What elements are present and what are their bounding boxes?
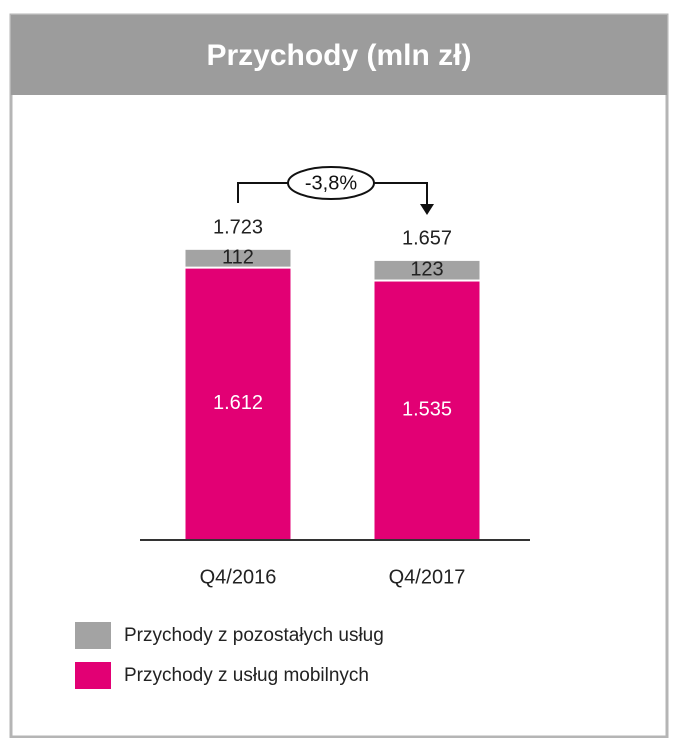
header <box>11 15 667 95</box>
legend-swatch <box>75 662 111 689</box>
bar-segment <box>374 281 480 539</box>
panel <box>9 13 669 739</box>
legend-swatch <box>75 622 111 649</box>
bar-segment <box>374 260 480 280</box>
data-label: 1.535 <box>402 399 452 421</box>
total-label: 1.657 <box>402 227 452 249</box>
x-tick-label: Q4/2016 <box>200 566 277 588</box>
legend-label: Przychody z usług mobilnych <box>124 665 369 686</box>
annotation-bracket <box>237 182 288 203</box>
bar-segment <box>185 249 291 267</box>
total-label: 1.723 <box>213 216 263 238</box>
legend-label: Przychody z pozostałych usług <box>124 625 384 646</box>
bar-segment <box>185 268 291 539</box>
annotation: -3,8% <box>305 172 357 194</box>
annotation-arrow <box>420 204 434 215</box>
x-tick-label: Q4/2017 <box>389 566 466 588</box>
data-label: 112 <box>222 247 254 269</box>
annotation-bracket <box>374 182 428 205</box>
data-label: 1.612 <box>213 392 263 414</box>
annotation-ellipse <box>287 166 375 200</box>
chart-title: Przychody (mln zł) <box>206 39 471 72</box>
data-label: 123 <box>410 258 443 280</box>
